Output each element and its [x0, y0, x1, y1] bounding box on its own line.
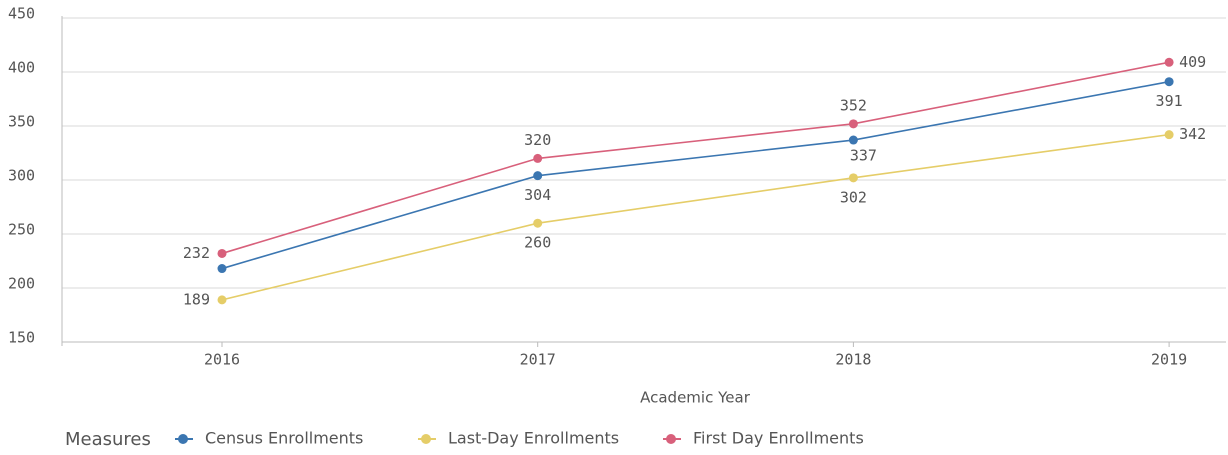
x-tick-label: 2019: [1151, 351, 1187, 369]
y-tick-label: 250: [8, 221, 35, 239]
point: [848, 173, 858, 183]
line: [221, 133, 1170, 301]
legend-label: First Day Enrollments: [693, 429, 864, 448]
y-tick-label: 350: [8, 113, 35, 131]
data-label: 189: [183, 290, 210, 308]
point: [217, 295, 227, 305]
x-tick-label: 2016: [204, 351, 240, 369]
x-axis-label: Academic Year: [640, 389, 751, 407]
legend-swatch: [666, 434, 676, 444]
data-label: 232: [183, 244, 210, 262]
point: [848, 135, 858, 145]
legend-swatch: [178, 434, 188, 444]
point: [217, 264, 227, 274]
point: [217, 248, 227, 258]
y-tick-label: 450: [8, 5, 35, 23]
data-label: 391: [1156, 92, 1183, 110]
point: [1164, 57, 1174, 67]
legend-label: Last-Day Enrollments: [448, 429, 619, 448]
y-tick-label: 200: [8, 275, 35, 293]
legend-label: Census Enrollments: [205, 429, 363, 448]
x-tick-label: 2017: [520, 351, 556, 369]
data-label: 337: [850, 147, 877, 165]
data-label: 409: [1179, 53, 1206, 71]
point: [533, 153, 543, 163]
point: [1164, 130, 1174, 140]
legend-title: Measures: [65, 429, 151, 450]
data-label: 352: [840, 96, 867, 114]
line: [221, 80, 1170, 270]
point: [1164, 77, 1174, 87]
y-tick-label: 400: [8, 59, 35, 77]
data-label: 304: [524, 186, 551, 204]
data-label: 302: [840, 188, 867, 206]
data-label: 320: [524, 131, 551, 149]
legend-swatch: [421, 434, 431, 444]
data-label: 342: [1179, 125, 1206, 143]
line: [221, 61, 1170, 255]
data-label: 260: [524, 234, 551, 252]
point: [533, 171, 543, 181]
point: [848, 119, 858, 129]
y-tick-label: 150: [8, 329, 35, 347]
x-tick-label: 2018: [835, 351, 871, 369]
point: [533, 218, 543, 228]
y-tick-label: 300: [8, 167, 35, 185]
